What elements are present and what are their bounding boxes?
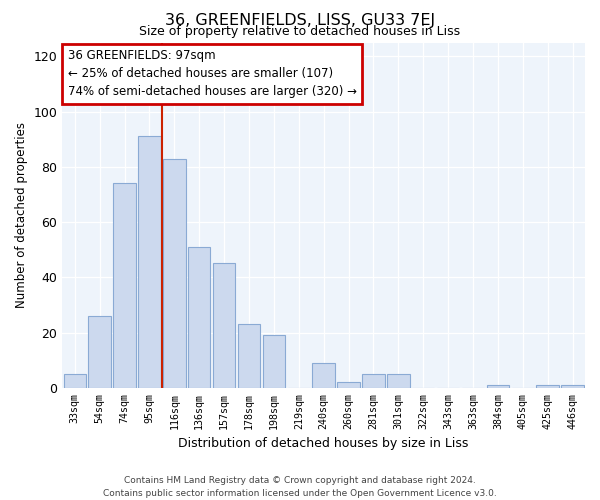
Text: Contains HM Land Registry data © Crown copyright and database right 2024.
Contai: Contains HM Land Registry data © Crown c… [103,476,497,498]
Bar [113,184,136,388]
Text: Size of property relative to detached houses in Liss: Size of property relative to detached ho… [139,25,461,38]
Text: 36 GREENFIELDS: 97sqm
← 25% of detached houses are smaller (107)
74% of semi-det: 36 GREENFIELDS: 97sqm ← 25% of detached … [68,50,356,98]
Bar [487,385,509,388]
Bar [313,363,335,388]
Bar [362,374,385,388]
Bar [88,316,111,388]
Bar [263,336,285,388]
Bar [64,374,86,388]
Bar [188,247,211,388]
Bar [213,264,235,388]
Bar [387,374,410,388]
Y-axis label: Number of detached properties: Number of detached properties [15,122,28,308]
Bar [163,158,185,388]
X-axis label: Distribution of detached houses by size in Liss: Distribution of detached houses by size … [178,437,469,450]
Bar [562,385,584,388]
Bar [238,324,260,388]
Bar [138,136,161,388]
Text: 36, GREENFIELDS, LISS, GU33 7EJ: 36, GREENFIELDS, LISS, GU33 7EJ [165,12,435,28]
Bar [536,385,559,388]
Bar [337,382,360,388]
